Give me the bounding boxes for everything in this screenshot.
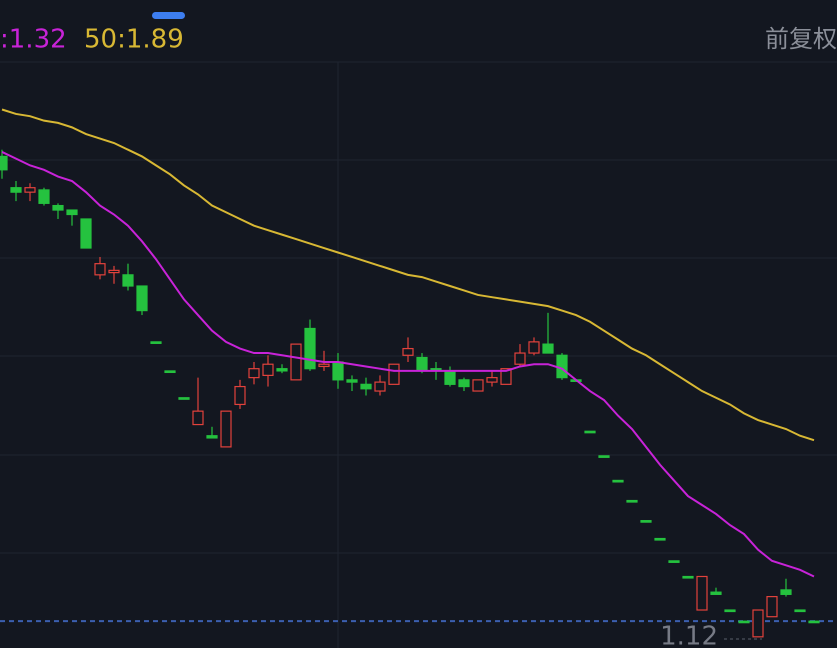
candle-body xyxy=(724,609,736,613)
price-line-label: 1.12 xyxy=(660,622,718,648)
candle-body xyxy=(514,352,526,365)
candle-body xyxy=(332,361,344,381)
candle-body xyxy=(38,189,50,204)
candle-body xyxy=(66,209,78,216)
candle-body xyxy=(696,575,708,611)
candle-body xyxy=(122,274,134,287)
candle-body xyxy=(136,285,148,312)
candle-body xyxy=(360,383,372,390)
candle-body xyxy=(640,520,652,523)
candle-body xyxy=(346,379,358,383)
candle-body xyxy=(556,354,568,379)
candle-body xyxy=(486,377,498,383)
candle-body xyxy=(472,379,484,392)
candle-body xyxy=(598,455,610,458)
candle-body xyxy=(262,363,274,376)
candle-body xyxy=(668,560,680,563)
candle-body xyxy=(220,410,232,448)
candle-body xyxy=(752,609,764,638)
adjustment-label[interactable]: 前复权 xyxy=(765,25,837,53)
candle-body xyxy=(318,363,330,368)
candle-body xyxy=(682,575,694,579)
candle-body xyxy=(94,263,106,276)
candle-body xyxy=(402,347,414,356)
candle-body xyxy=(276,368,288,372)
candle-body xyxy=(710,591,722,595)
candle-body xyxy=(794,609,806,613)
candle-body xyxy=(164,370,176,374)
ma-line xyxy=(1,151,815,578)
candle-body xyxy=(24,187,36,193)
candle-body xyxy=(248,368,260,379)
candle-body xyxy=(808,620,820,624)
candle-body xyxy=(108,269,120,274)
candle-body xyxy=(654,537,666,541)
plot xyxy=(0,108,837,638)
candle-body xyxy=(178,397,190,400)
candle-body xyxy=(528,341,540,354)
legend-ma50: 50:1.89 xyxy=(84,25,184,55)
candle-body xyxy=(192,410,204,426)
candle-body xyxy=(584,430,596,434)
ma-line xyxy=(1,108,815,442)
candle-body xyxy=(290,343,302,381)
candle-body xyxy=(206,435,218,439)
candle-body xyxy=(52,204,64,211)
candle-body xyxy=(458,379,470,388)
candle-body xyxy=(766,596,778,618)
grid xyxy=(0,61,837,648)
candle-body xyxy=(80,218,92,249)
candle-body xyxy=(612,479,624,483)
candle-body xyxy=(0,155,8,171)
candle-body xyxy=(500,368,512,385)
candle-body xyxy=(444,370,456,385)
legend-ma20: :1.32 xyxy=(0,25,67,55)
candle-body xyxy=(416,356,428,372)
candle-body xyxy=(304,327,316,370)
candle-body xyxy=(542,343,554,354)
candle-body xyxy=(738,620,750,624)
candle-body xyxy=(374,381,386,392)
candle-body xyxy=(150,341,162,344)
drag-handle[interactable] xyxy=(152,12,185,19)
candle-body xyxy=(626,499,638,503)
candle-body xyxy=(234,385,246,406)
candle-body xyxy=(10,187,22,193)
candle-body xyxy=(780,589,792,595)
candle-body xyxy=(388,363,400,385)
